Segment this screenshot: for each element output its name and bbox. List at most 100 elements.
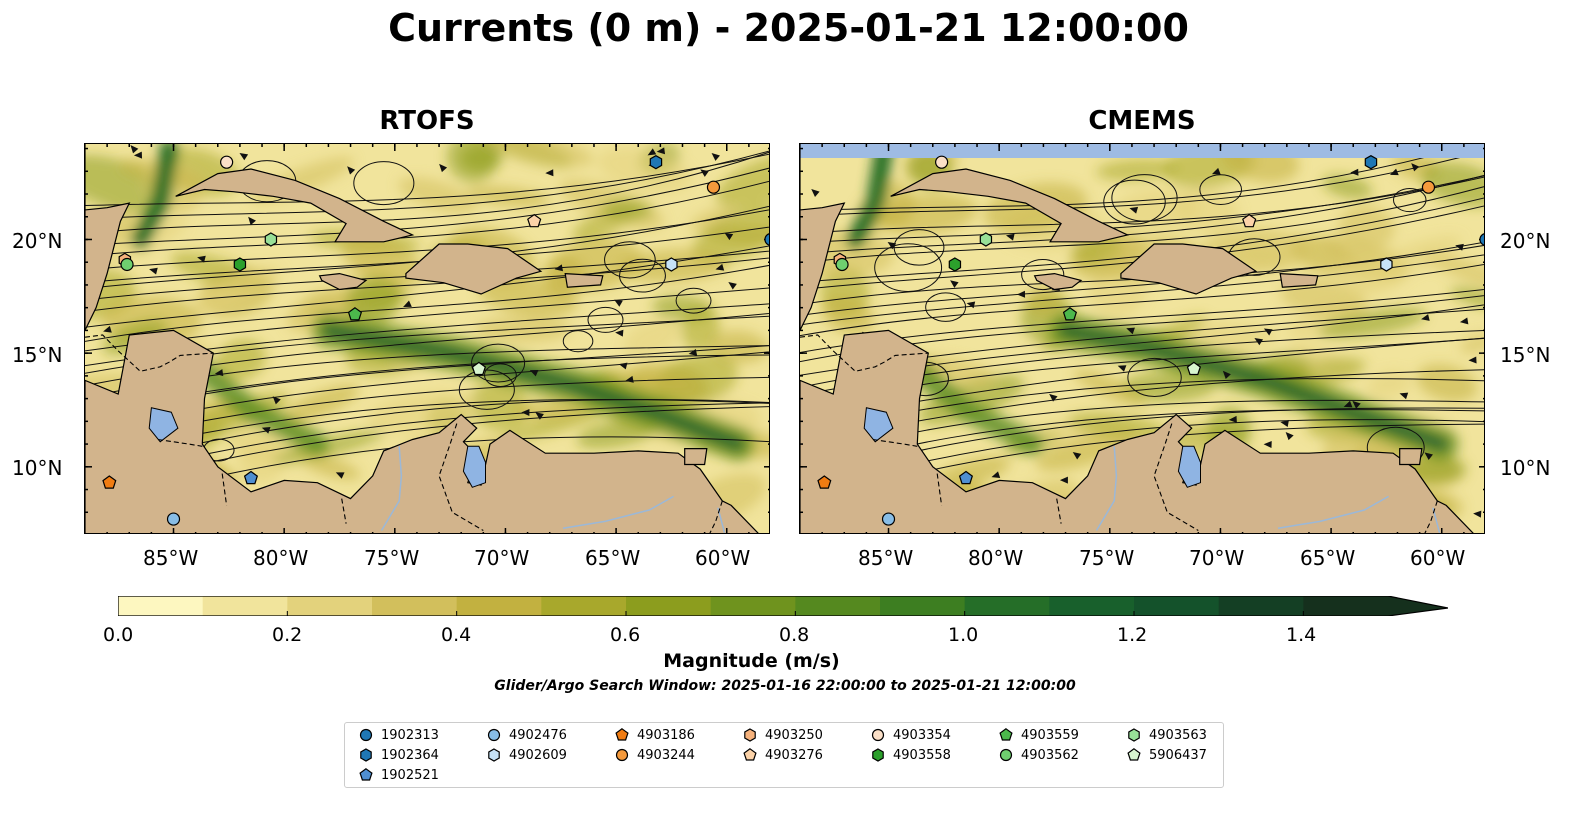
- lon-tick-label: 80°W: [968, 546, 1024, 570]
- country-border: [85, 334, 214, 372]
- legend-marker-icon: [872, 748, 884, 762]
- float-marker: [958, 470, 974, 485]
- streamline-arrow: [1421, 314, 1430, 321]
- lon-tick-label: 80°W: [253, 546, 309, 570]
- float-marker: [243, 470, 259, 485]
- streamline: [85, 264, 769, 342]
- float-marker: [835, 257, 849, 272]
- streamline: [800, 150, 1484, 217]
- float-marker: [948, 257, 962, 272]
- streamline-arrow: [248, 216, 256, 226]
- streamline-arrow: [711, 153, 720, 161]
- colorbar-tick-label: 1.4: [1286, 624, 1317, 646]
- colorbar-extend-arrow: [1388, 596, 1448, 616]
- float-marker: [817, 475, 832, 489]
- colorbar-tick-label: 0.6: [610, 624, 641, 646]
- streamline-arrow: [1254, 338, 1264, 346]
- country-border: [438, 423, 484, 531]
- legend-item: 1902521: [359, 766, 439, 784]
- map-rtofs-canvas: [85, 144, 769, 533]
- colorbar-bin: [880, 596, 966, 616]
- streamline-arrow: [535, 412, 544, 420]
- eddy-streamline: [874, 243, 943, 292]
- streamline-arrow: [715, 263, 725, 271]
- legend-label: 4903186: [637, 727, 695, 743]
- streamline-arrow: [261, 426, 271, 434]
- legend-label: 4902476: [509, 727, 567, 743]
- eddy-streamline: [1111, 174, 1178, 222]
- landmass: [85, 144, 131, 331]
- river: [562, 495, 674, 529]
- streamline-arrow: [239, 152, 249, 161]
- streamline-arrow: [335, 472, 345, 479]
- streamline-arrow: [1399, 392, 1409, 400]
- legend-item: 5906437: [1127, 746, 1207, 764]
- no-data-band: [800, 144, 1484, 158]
- colorbar-title: Magnitude (m/s): [663, 650, 840, 672]
- streamline: [85, 205, 769, 290]
- streamline: [85, 153, 769, 207]
- streamline-arrow: [1350, 168, 1359, 176]
- lon-tick-label: 65°W: [1300, 546, 1356, 570]
- float-marker: [1479, 233, 1484, 246]
- float-marker: [764, 233, 769, 246]
- colorbar-bin: [1134, 596, 1220, 616]
- float-marker: [1062, 307, 1078, 321]
- legend-marker-icon: [615, 728, 629, 741]
- colorbar-bin: [964, 596, 1050, 616]
- legend-marker-icon: [999, 748, 1013, 762]
- streamline-arrow: [1473, 510, 1482, 518]
- float-marker: [744, 728, 756, 742]
- streamline-arrow: [966, 301, 976, 309]
- legend-item: 1902313: [359, 726, 439, 744]
- legend-label: 4903562: [1021, 747, 1079, 763]
- legend-item: 4903562: [999, 746, 1079, 764]
- map-rtofs: [84, 143, 770, 534]
- float-marker: [979, 232, 993, 247]
- float-marker: [1127, 748, 1141, 761]
- streamline-arrow: [1285, 431, 1294, 441]
- streamline-arrow: [1059, 476, 1068, 484]
- legend-label: 1902521: [381, 767, 439, 783]
- float-marker: [881, 512, 896, 526]
- landmass: [684, 448, 708, 466]
- streamline: [800, 186, 1484, 264]
- streamline-arrow: [545, 169, 554, 177]
- streamline-arrow: [1129, 206, 1139, 214]
- streamline-arrow: [1424, 452, 1433, 461]
- country-border: [1056, 498, 1062, 524]
- float-marker: [872, 748, 884, 762]
- lon-tick-label: 65°W: [585, 546, 641, 570]
- streamline: [800, 254, 1484, 326]
- legend-item: 4903354: [871, 726, 951, 744]
- legend-label: 5906437: [1149, 747, 1207, 763]
- country-border: [157, 438, 203, 447]
- streamline-arrow: [700, 169, 709, 177]
- lake: [462, 445, 486, 488]
- float-marker: [487, 728, 501, 742]
- lon-tick-label: 75°W: [1079, 546, 1135, 570]
- streamline-arrow: [1117, 365, 1127, 372]
- streamline-arrow: [1468, 356, 1477, 364]
- float-marker: [120, 257, 134, 272]
- eddy-streamline: [471, 343, 526, 383]
- streamline-arrow: [439, 163, 448, 173]
- streamline: [85, 250, 769, 301]
- float-marker: [999, 728, 1013, 741]
- streamline-arrow: [724, 232, 734, 241]
- country-border: [221, 473, 228, 506]
- eddy-streamline: [562, 330, 594, 353]
- eddy-streamline: [675, 287, 712, 314]
- colorbar-bin: [1218, 596, 1304, 616]
- landmass: [800, 329, 1474, 533]
- streamline-arrow: [1455, 243, 1464, 251]
- colorbar-tick-label: 0.2: [272, 624, 303, 646]
- lat-tick-label: 10°N: [12, 456, 63, 480]
- lon-tick-label: 60°W: [1410, 546, 1466, 570]
- streamline: [85, 245, 769, 328]
- streamline-arrow: [1049, 393, 1058, 402]
- streamline-arrow: [1389, 168, 1399, 176]
- streamline-arrow: [1006, 233, 1015, 241]
- streamline-arrow: [1411, 163, 1420, 172]
- float-marker: [347, 307, 363, 321]
